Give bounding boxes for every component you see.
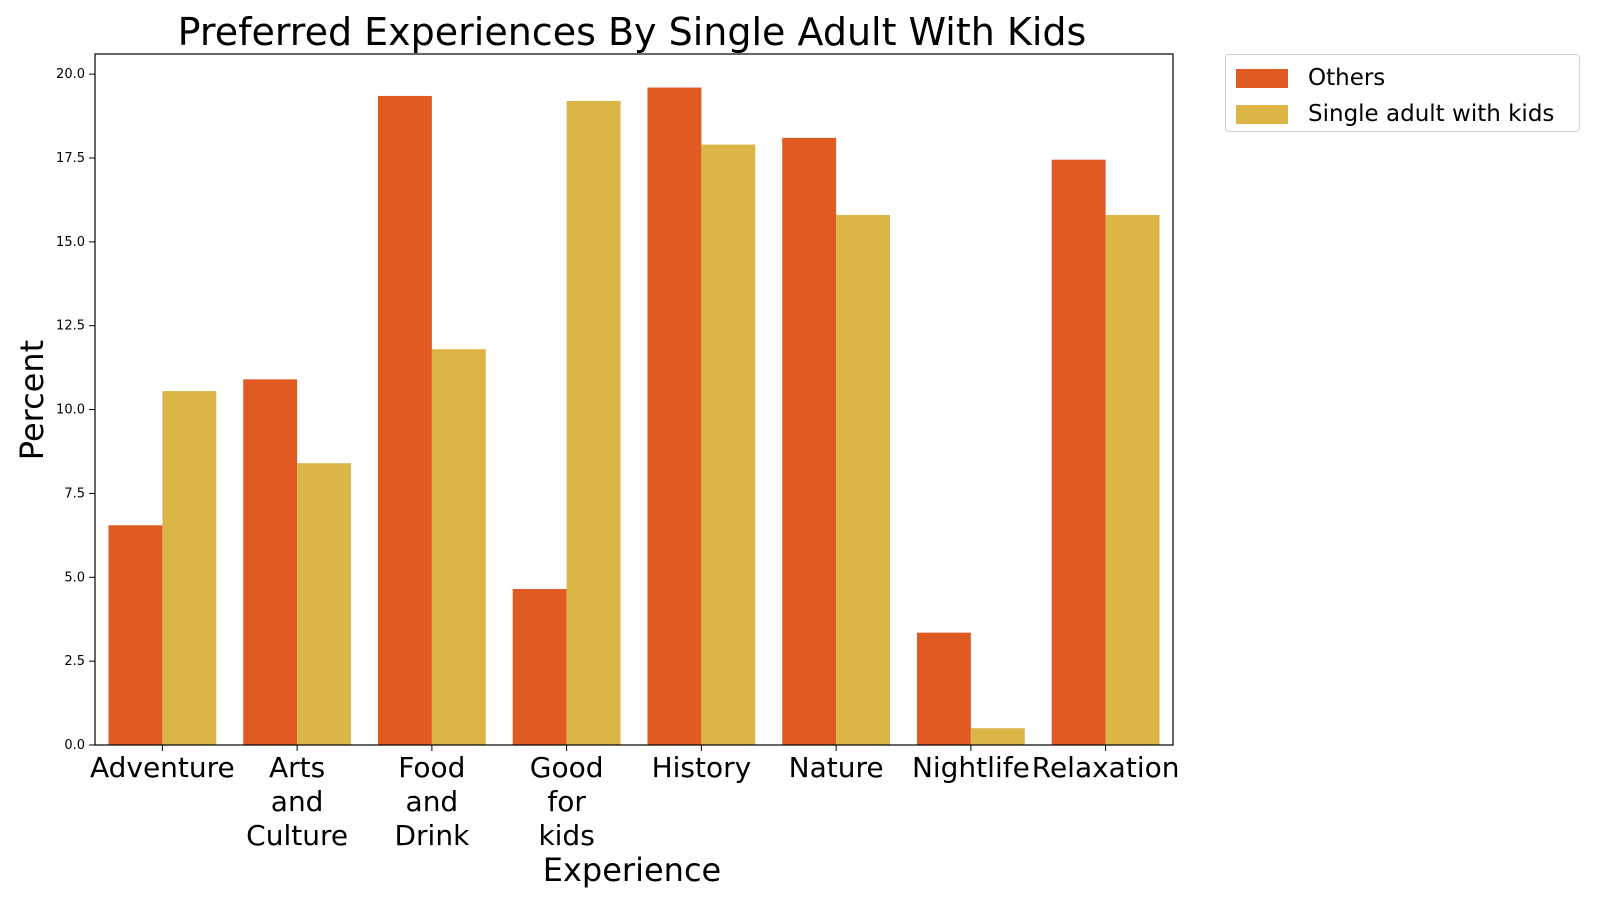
chart-title: Preferred Experiences By Single Adult Wi…	[178, 10, 1087, 54]
legend-item-single-adult-with-kids: Single adult with kids	[1236, 99, 1554, 129]
x-tick-label-good-for-kids: Good for kids	[530, 751, 604, 852]
x-tick-label-arts-and-culture: Arts and Culture	[246, 751, 348, 852]
y-tick-label: 7.5	[64, 486, 85, 501]
bar-single-adult-with-kids-food-and-drink	[431, 349, 486, 745]
bar-others-adventure	[108, 525, 163, 745]
bar-others-relaxation	[1051, 159, 1106, 745]
x-tick-label-history: History	[652, 751, 752, 784]
bar-single-adult-with-kids-relaxation	[1105, 215, 1160, 745]
y-tick-label: 5.0	[64, 570, 85, 585]
x-tick-label-nature: Nature	[789, 751, 884, 784]
bar-others-good-for-kids	[512, 589, 567, 745]
x-tick-label-relaxation: Relaxation	[1032, 751, 1180, 784]
legend-swatch-single-adult-with-kids	[1236, 104, 1288, 124]
bar-others-nightlife	[916, 632, 971, 745]
y-tick-label: 12.5	[56, 319, 85, 334]
legend-swatch-others	[1236, 68, 1288, 88]
bar-others-history	[647, 87, 702, 746]
bar-others-nature	[782, 137, 837, 746]
x-tick-label-nightlife: Nightlife	[912, 751, 1030, 784]
y-tick-label: 2.5	[64, 654, 85, 669]
y-tick-label: 10.0	[56, 403, 85, 418]
bar-single-adult-with-kids-arts-and-culture	[297, 463, 352, 745]
legend-item-others: Others	[1236, 63, 1385, 93]
bar-single-adult-with-kids-adventure	[162, 391, 217, 745]
bar-single-adult-with-kids-history	[701, 144, 756, 745]
bar-single-adult-with-kids-good-for-kids	[566, 100, 621, 745]
legend: Others Single adult with kids	[1225, 54, 1580, 132]
y-tick-label: 0.0	[64, 738, 85, 753]
x-axis-label: Experience	[543, 851, 721, 889]
y-tick-label: 17.5	[56, 151, 85, 166]
bar-others-food-and-drink	[377, 95, 432, 746]
bar-single-adult-with-kids-nature	[836, 215, 891, 745]
bar-others-arts-and-culture	[243, 379, 298, 745]
bars-group	[108, 87, 1160, 746]
y-axis-ticks: 0.0 2.5 5.0 7.5 10.0 12.5 15.0 17.5 20.0	[56, 67, 95, 753]
y-axis-label: Percent	[13, 340, 51, 460]
x-tick-label-adventure: Adventure	[90, 751, 235, 784]
x-axis-ticks: Adventure Arts and Culture Food and Drink Good f…	[90, 745, 1180, 852]
x-tick-label-food-and-drink: Food and Drink	[394, 751, 470, 852]
legend-label-others: Others	[1308, 65, 1386, 91]
y-tick-label: 20.0	[56, 67, 85, 82]
y-tick-label: 15.0	[56, 235, 85, 250]
bar-single-adult-with-kids-nightlife	[970, 728, 1025, 745]
legend-label-single-adult-with-kids: Single adult with kids	[1308, 101, 1555, 127]
plot-frame	[94, 53, 1174, 746]
